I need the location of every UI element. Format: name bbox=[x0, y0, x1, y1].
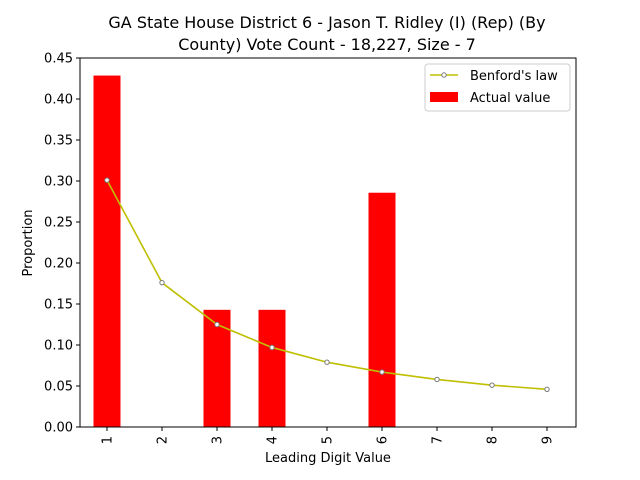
y-tick-label: 0.40 bbox=[44, 93, 73, 108]
bar-series bbox=[93, 75, 396, 427]
legend: Benford's law Actual value bbox=[424, 63, 571, 112]
benford-point-6 bbox=[379, 369, 385, 375]
x-tick-label: 6 bbox=[376, 436, 391, 444]
benford-point-7 bbox=[434, 376, 440, 383]
x-tick-label: 1 bbox=[101, 436, 116, 444]
x-tick-label: 7 bbox=[431, 436, 446, 444]
chart-title-line-1: GA State House District 6 - Jason T. Rid… bbox=[108, 13, 545, 32]
x-tick-label: 4 bbox=[266, 436, 281, 444]
x-tick-label: 9 bbox=[541, 436, 556, 444]
benford-point-1 bbox=[104, 177, 110, 183]
y-axis-label: Proportion bbox=[21, 209, 36, 276]
benford-line bbox=[106, 179, 548, 391]
x-tick-label: 2 bbox=[156, 436, 171, 444]
bar-3 bbox=[203, 309, 231, 427]
bar-1 bbox=[93, 75, 121, 427]
bar-6 bbox=[368, 192, 396, 427]
y-tick-label: 0.05 bbox=[44, 380, 73, 395]
legend-box bbox=[424, 63, 571, 112]
legend-label-actual: Actual value bbox=[470, 91, 550, 106]
x-tick-label: 3 bbox=[211, 436, 226, 444]
legend-bar-swatch bbox=[430, 92, 458, 102]
benford-point-4 bbox=[269, 344, 275, 351]
benford-point-5 bbox=[324, 359, 330, 365]
y-axis: 0.00 0.05 0.10 0.15 0.20 0.25 0.30 0.35 0.40 0.45 bbox=[44, 52, 80, 436]
x-tick-label: 8 bbox=[486, 436, 501, 444]
x-axis: 1 2 3 4 5 6 7 8 9 bbox=[101, 427, 556, 444]
benford-point-9 bbox=[544, 386, 550, 392]
y-tick-label: 0.15 bbox=[44, 298, 73, 313]
bar-4 bbox=[258, 309, 286, 427]
y-tick-label: 0.00 bbox=[44, 421, 73, 436]
y-tick-label: 0.30 bbox=[44, 175, 73, 190]
y-tick-label: 0.10 bbox=[44, 339, 73, 354]
benford-line-series bbox=[104, 177, 550, 392]
x-tick-label: 5 bbox=[321, 436, 336, 444]
legend-marker-swatch bbox=[441, 72, 447, 78]
y-tick-label: 0.20 bbox=[44, 257, 73, 272]
benford-point-2 bbox=[159, 279, 165, 286]
benford-point-8 bbox=[489, 382, 495, 388]
y-tick-label: 0.25 bbox=[44, 216, 73, 231]
chart-title-line-2: County) Vote Count - 18,227, Size - 7 bbox=[178, 35, 476, 54]
legend-label-benford: Benford's law bbox=[470, 69, 558, 84]
benford-point-3 bbox=[214, 321, 220, 328]
y-tick-label: 0.45 bbox=[44, 52, 73, 67]
plot-frame bbox=[79, 57, 577, 428]
x-axis-label: Leading Digit Value bbox=[265, 451, 391, 466]
y-tick-label: 0.35 bbox=[44, 134, 73, 149]
